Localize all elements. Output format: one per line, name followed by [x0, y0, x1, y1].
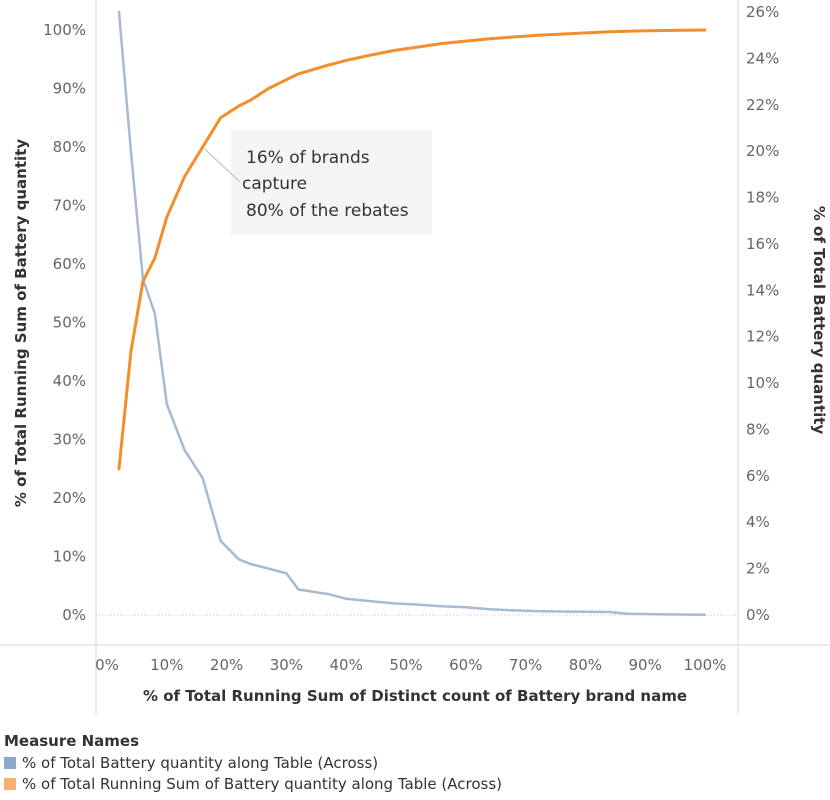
right-tick-label: 10% [746, 374, 779, 392]
chart-svg: 0% 10% 20% 30% 40% 50% 60% 70% 80% 90% 100% 0% 2% 4%… [0, 0, 830, 715]
right-tick-label: 22% [746, 96, 779, 114]
x-tick-label: 10% [150, 656, 183, 674]
right-tick-label: 8% [746, 420, 770, 438]
legend-swatch-orange [4, 778, 16, 790]
right-tick-label: 16% [746, 235, 779, 253]
x-tick-label: 60% [449, 656, 482, 674]
left-tick-label: 20% [53, 489, 86, 507]
legend: Measure Names % of Total Battery quantit… [4, 732, 502, 796]
legend-item-running-sum[interactable]: % of Total Running Sum of Battery quanti… [4, 775, 502, 793]
chart-frame [0, 0, 830, 715]
left-axis-title: % of Total Running Sum of Battery quanti… [12, 139, 30, 507]
legend-swatch-blue [4, 757, 16, 769]
left-tick-label: 0% [62, 606, 86, 624]
legend-item-battery-quantity[interactable]: % of Total Battery quantity along Table … [4, 754, 502, 772]
series-line-battery-quantity [117, 10, 707, 617]
left-tick-label: 80% [53, 138, 86, 156]
right-tick-label: 6% [746, 467, 770, 485]
x-tick-label: 40% [330, 656, 363, 674]
series-line-running-sum [117, 28, 707, 471]
x-tick-label: 100% [684, 656, 727, 674]
series-layer [117, 10, 707, 617]
annotation-box [231, 130, 432, 235]
left-tick-label: 50% [53, 314, 86, 332]
left-tick-label: 30% [53, 431, 86, 449]
right-tick-label: 20% [746, 142, 779, 160]
right-tick-label: 0% [746, 606, 770, 624]
x-tick-label: 30% [270, 656, 303, 674]
left-tick-label: 90% [53, 80, 86, 98]
right-tick-label: 14% [746, 281, 779, 299]
legend-title: Measure Names [4, 732, 140, 750]
x-tick-label: 80% [569, 656, 602, 674]
left-tick-label: 70% [53, 197, 86, 215]
annotation-line-1: 16% of brands [246, 148, 370, 168]
legend-label: % of Total Battery quantity along Table … [22, 754, 379, 772]
right-tick-label: 26% [746, 3, 779, 21]
legend-label: % of Total Running Sum of Battery quanti… [22, 775, 502, 793]
right-axis-ticks: 0% 2% 4% 6% 8% 10% 12% 14% 16% 18% 20% 22% 24% 26% [746, 3, 779, 624]
x-tick-label: 20% [210, 656, 243, 674]
left-tick-label: 60% [53, 255, 86, 273]
left-tick-label: 10% [53, 548, 86, 566]
right-tick-label: 18% [746, 189, 779, 207]
annotation: 16% of brands capture 80% of the rebates [204, 130, 432, 235]
right-tick-label: 12% [746, 328, 779, 346]
x-axis-title: % of Total Running Sum of Distinct count… [143, 687, 687, 705]
right-axis-title: % of Total Battery quantity [810, 206, 828, 435]
x-axis-ticks: 0% 10% 20% 30% 40% 50% 60% 70% 80% 90% 100% [95, 656, 726, 674]
left-tick-label: 40% [53, 372, 86, 390]
x-tick-label: 90% [629, 656, 662, 674]
x-tick-label: 0% [95, 656, 119, 674]
right-tick-label: 24% [746, 49, 779, 67]
right-tick-label: 2% [746, 560, 770, 578]
annotation-leader [204, 148, 241, 183]
left-tick-label: 100% [43, 21, 86, 39]
annotation-line-3: 80% of the rebates [246, 201, 409, 221]
x-tick-label: 50% [389, 656, 422, 674]
x-tick-label: 70% [509, 656, 542, 674]
annotation-line-2: capture [242, 174, 307, 194]
left-axis-ticks: 0% 10% 20% 30% 40% 50% 60% 70% 80% 90% 100% [43, 21, 86, 624]
right-tick-label: 4% [746, 513, 770, 531]
